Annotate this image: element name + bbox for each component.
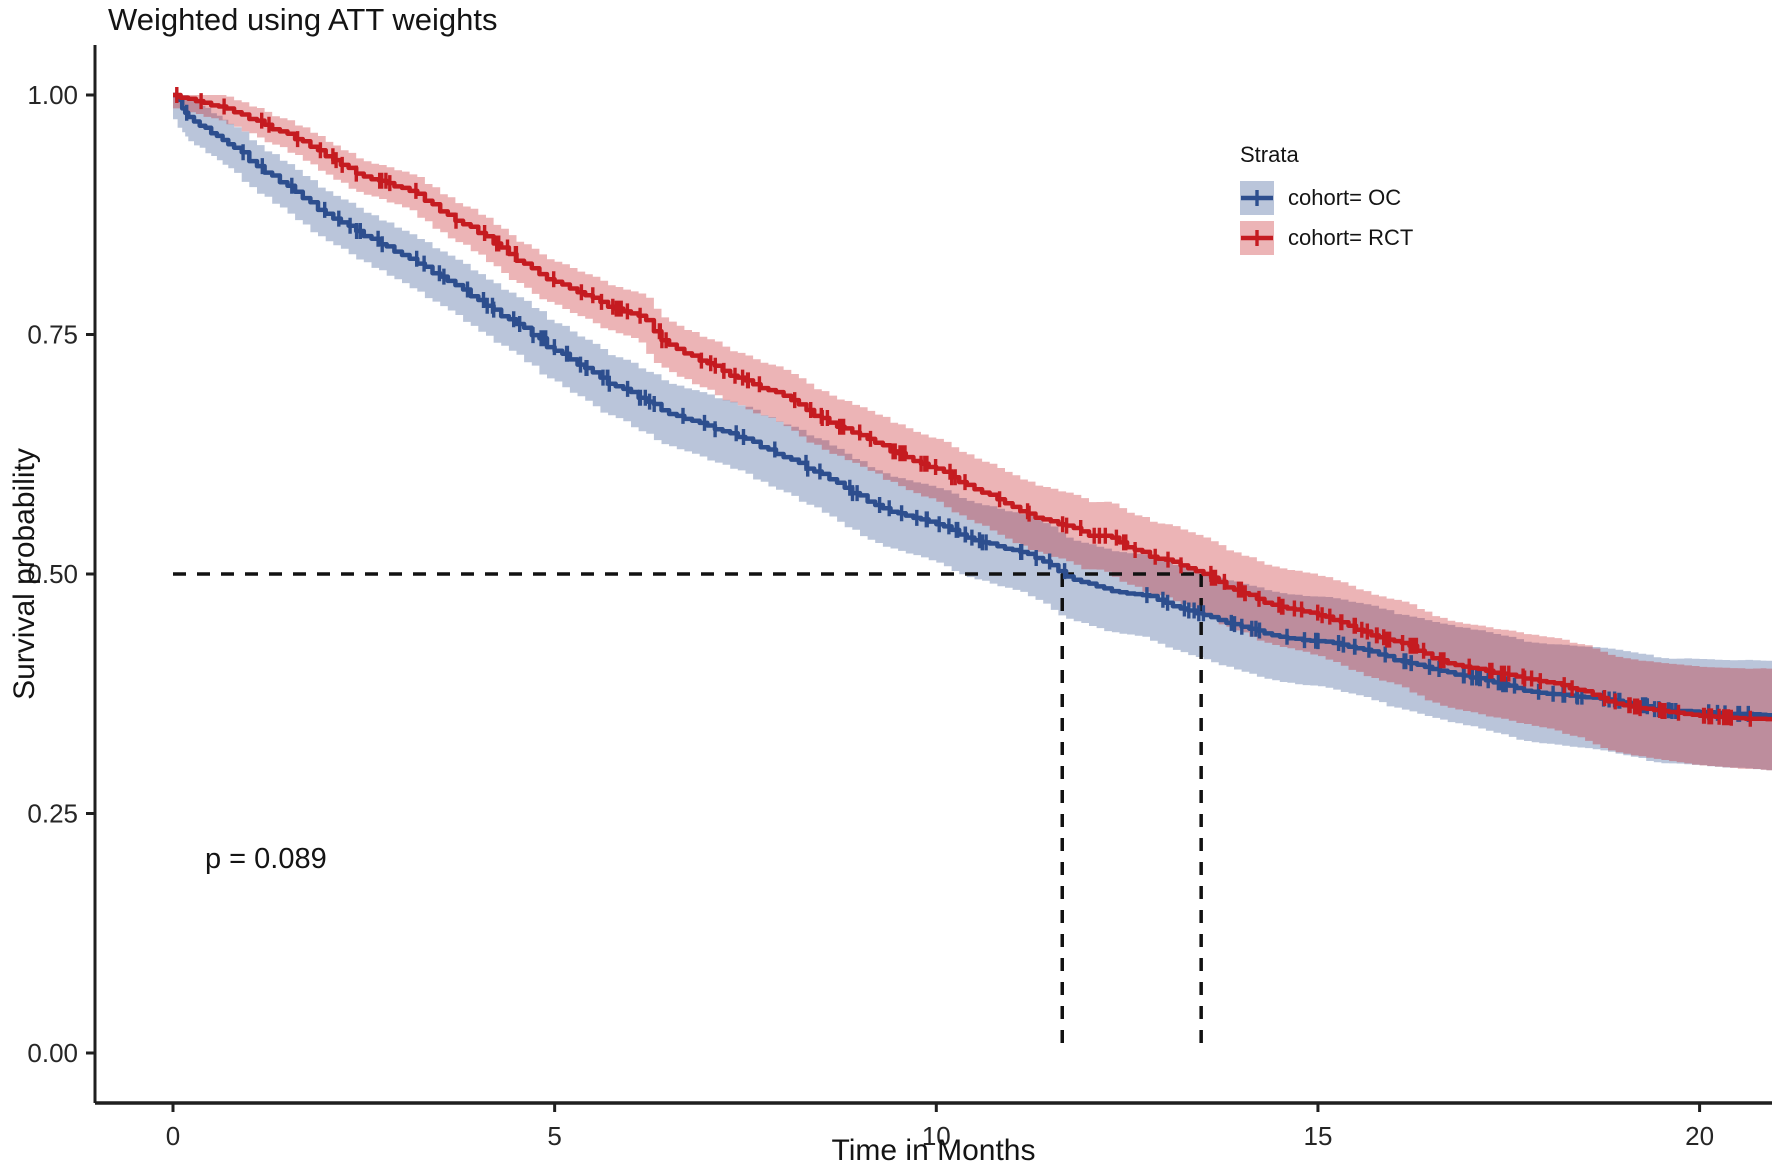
legend-items: cohort= OC cohort= RCT bbox=[1240, 178, 1413, 258]
y-axis-label: Survival probability bbox=[8, 448, 41, 700]
x-tick-label: 20 bbox=[1685, 1121, 1714, 1151]
survival-curve-oc bbox=[173, 92, 1772, 718]
x-tick-label: 0 bbox=[166, 1121, 180, 1151]
legend-title: Strata bbox=[1240, 142, 1299, 167]
x-tick-label: 15 bbox=[1303, 1121, 1332, 1151]
survival-curve-rct bbox=[173, 92, 1772, 722]
censor-marks-oc bbox=[185, 104, 1750, 722]
y-tick-label: 0.75 bbox=[27, 320, 78, 350]
legend: Strata cohort= OC cohort= RCT bbox=[1240, 142, 1413, 258]
y-tick-label: 0.00 bbox=[27, 1038, 78, 1068]
y-tick-label: 0.25 bbox=[27, 799, 78, 829]
x-tick-label: 5 bbox=[547, 1121, 561, 1151]
x-tick-label: 10 bbox=[922, 1121, 951, 1151]
censor-marks-rct bbox=[175, 87, 1752, 727]
confidence-band-rct bbox=[173, 95, 1772, 771]
legend-key-icon bbox=[1240, 181, 1274, 215]
p-value-label: p = 0.089 bbox=[205, 843, 327, 875]
legend-item-label: cohort= OC bbox=[1288, 185, 1402, 210]
y-tick-label: 1.00 bbox=[27, 80, 78, 110]
legend-key-icon bbox=[1240, 221, 1274, 255]
plot-title: Weighted using ATT weights bbox=[108, 2, 498, 37]
legend-item-label: cohort= RCT bbox=[1288, 225, 1414, 250]
x-axis-label: Time in Months bbox=[831, 1134, 1036, 1167]
legend-item-rct: cohort= RCT bbox=[1240, 218, 1413, 258]
y-tick-label: 0.50 bbox=[27, 559, 78, 589]
legend-item-oc: cohort= OC bbox=[1240, 178, 1413, 218]
